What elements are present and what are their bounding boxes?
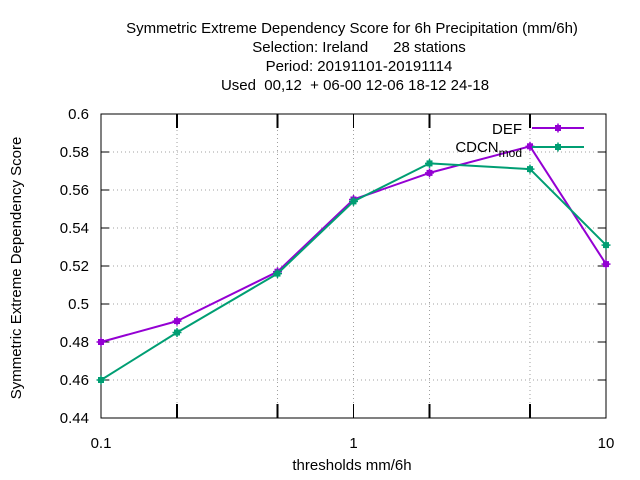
x-tick-label: 0.1 [91, 435, 112, 452]
legend-label-cdcn-mod: CDCNmod [455, 139, 522, 160]
data-point [272, 269, 282, 279]
data-point [172, 328, 182, 337]
y-tick-label: 0.58 [60, 144, 89, 161]
y-tick-label: 0.46 [60, 372, 89, 389]
title-line-3: Period: 20191101-20191114 [266, 58, 453, 75]
y-tick-label: 0.52 [60, 258, 89, 275]
series-layer [96, 141, 611, 385]
data-point [601, 240, 611, 250]
grid [101, 114, 606, 418]
title-line-2: Selection: Ireland 28 stations [252, 39, 465, 56]
y-tick-labels: 0.44 0.46 0.48 0.5 0.52 0.54 0.56 0.58 0.6 [60, 106, 89, 427]
y-tick-label: 0.6 [68, 106, 89, 123]
y-tick-label: 0.44 [60, 410, 89, 427]
title-line-1: Symmetric Extreme Dependency Score for 6… [126, 20, 578, 37]
chart-title: Symmetric Extreme Dependency Score for 6… [126, 20, 578, 94]
x-tick-label: 10 [598, 435, 615, 452]
y-tick-label: 0.5 [68, 296, 89, 313]
legend-swatch-marker [553, 123, 563, 133]
series-2 [96, 158, 611, 385]
data-point [349, 196, 358, 206]
data-point [425, 168, 435, 178]
data-point [96, 375, 106, 385]
y-axis-label: Symmetric Extreme Dependency Score [8, 137, 25, 400]
y-tick-label: 0.56 [60, 182, 89, 199]
data-point [425, 158, 435, 168]
data-point [96, 337, 106, 347]
x-tick-label: 1 [349, 435, 357, 452]
data-point [601, 259, 611, 269]
data-point [172, 316, 182, 326]
series-line [100, 145, 607, 343]
legend-label-def: DEF [492, 121, 522, 138]
y-tick-label: 0.48 [60, 334, 89, 351]
legend-swatch-marker [553, 142, 563, 152]
x-tick-labels: 0.1 1 10 [91, 435, 615, 452]
x-axis-label: thresholds mm/6h [292, 457, 411, 474]
title-line-4: Used 00,12 + 06-00 12-06 18-12 24-18 [221, 77, 489, 94]
legend: DEF CDCNmod [455, 121, 584, 160]
y-tick-label: 0.54 [60, 220, 89, 237]
data-point [525, 164, 535, 174]
